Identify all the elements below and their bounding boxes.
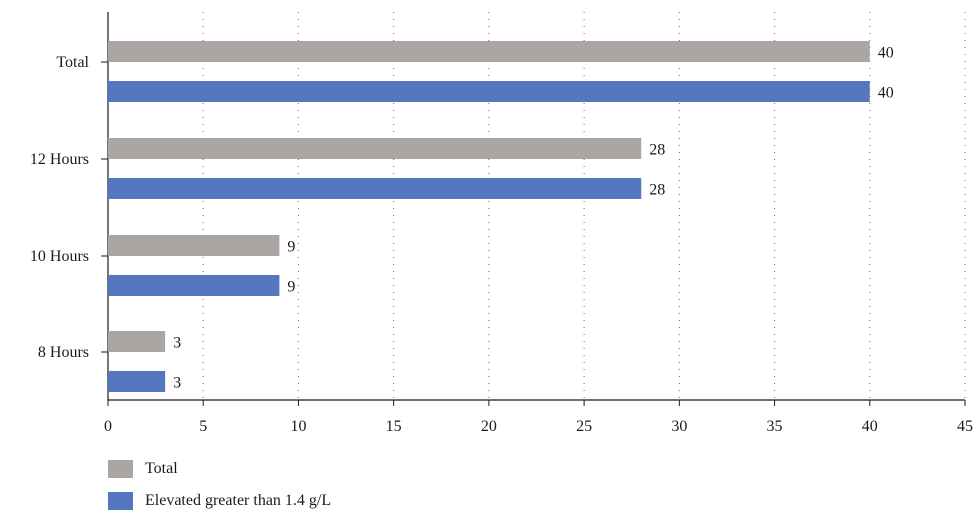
category-label: 8 Hours — [38, 344, 89, 361]
x-tick-label: 20 — [481, 418, 497, 435]
axes — [101, 12, 966, 406]
x-tick-label: 45 — [957, 418, 973, 435]
bar — [108, 138, 642, 159]
bar-value-label: 3 — [173, 335, 181, 352]
bar — [108, 178, 642, 199]
labels: 0 5 10 15 20 25 30 35 40 45 Total 40 40 12 Hours 28 28 1… — [30, 45, 973, 436]
x-tick-label: 35 — [767, 418, 783, 435]
bar — [108, 81, 870, 102]
bar — [108, 331, 166, 352]
category-label: 10 Hours — [30, 248, 89, 265]
legend: Total Elevated greater than 1.4 g/L — [108, 458, 331, 522]
legend-swatch-elevated — [108, 492, 133, 510]
x-tick-label: 30 — [671, 418, 687, 435]
grid-lines — [202, 12, 966, 400]
category-label: 12 Hours — [30, 151, 89, 168]
x-tick-label: 0 — [104, 418, 112, 435]
x-tick-label: 40 — [862, 418, 878, 435]
x-tick-label: 10 — [290, 418, 306, 435]
bar-chart: 0 5 10 15 20 25 30 35 40 45 Total 40 40 12 Hours 28 28 1… — [30, 12, 973, 436]
bars — [108, 41, 870, 392]
bar — [108, 41, 870, 62]
bar — [108, 235, 280, 256]
legend-label-total: Total — [145, 460, 178, 477]
bar-value-label: 9 — [287, 239, 295, 256]
x-tick-label: 25 — [576, 418, 592, 435]
bar — [108, 371, 166, 392]
x-tick-label: 15 — [386, 418, 402, 435]
bar — [108, 275, 280, 296]
bar-value-label: 28 — [649, 182, 665, 199]
bar-value-label: 9 — [287, 279, 295, 296]
legend-item-total: Total — [108, 458, 331, 480]
x-tick-label: 5 — [199, 418, 207, 435]
bar-value-label: 28 — [649, 142, 665, 159]
legend-item-elevated: Elevated greater than 1.4 g/L — [108, 490, 331, 512]
bar-value-label: 40 — [878, 45, 894, 62]
category-label: Total — [56, 54, 89, 71]
legend-swatch-total — [108, 460, 133, 478]
bar-value-label: 3 — [173, 375, 181, 392]
bar-value-label: 40 — [878, 85, 894, 102]
legend-label-elevated: Elevated greater than 1.4 g/L — [145, 492, 332, 509]
